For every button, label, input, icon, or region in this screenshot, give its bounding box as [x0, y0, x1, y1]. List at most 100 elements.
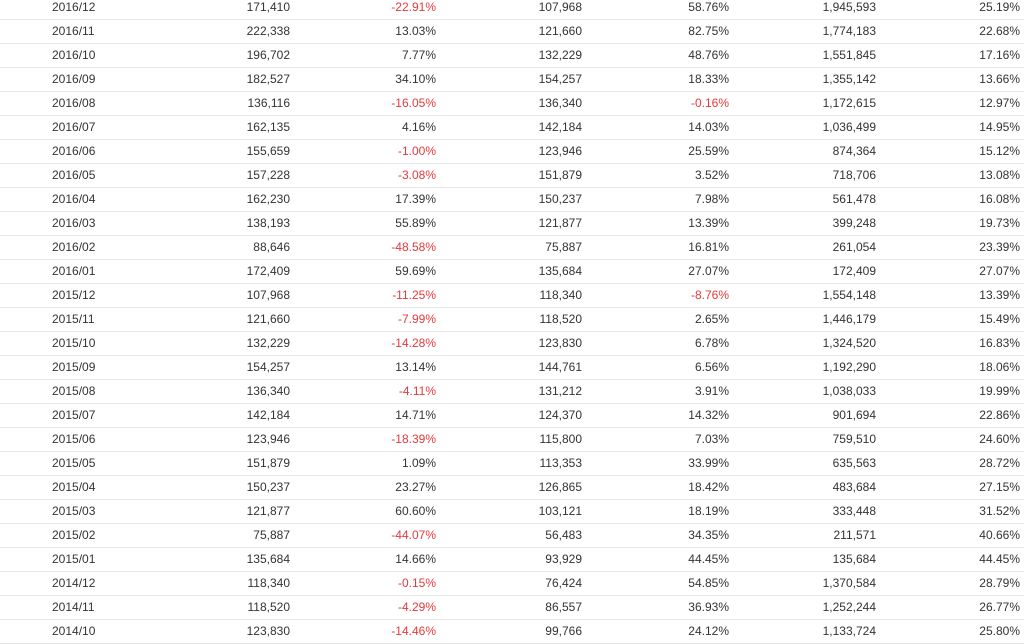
table-row: 2016/11 222,338 13.03% 121,660 82.75% 1,774,1… [0, 19, 1024, 44]
cumulative-value-cell: 1,554,148 [729, 283, 876, 308]
period-cell: 2015/07 [0, 403, 150, 428]
cumulative-change-cell: 15.49% [876, 307, 1024, 332]
yoy-change-cell: 2.65% [582, 307, 729, 332]
yoy-change-cell: 3.52% [582, 163, 729, 188]
table-row: 2015/05 151,879 1.09% 113,353 33.99% 635,563 2… [0, 451, 1024, 476]
cumulative-change-cell: 19.73% [876, 211, 1024, 236]
yoy-change-cell: 7.98% [582, 187, 729, 212]
yoy-change-cell: 44.45% [582, 547, 729, 572]
yoy-change-cell: -0.16% [582, 91, 729, 116]
cumulative-value-cell: 1,038,033 [729, 379, 876, 404]
table-row: 2015/11 121,660 -7.99% 118,520 2.65% 1,446,17… [0, 307, 1024, 332]
mom-change-cell: 23.27% [290, 475, 436, 500]
cumulative-change-cell: 13.66% [876, 67, 1024, 92]
cumulative-change-cell: 40.66% [876, 523, 1024, 548]
period-cell: 2016/06 [0, 139, 150, 164]
value-cell: 118,340 [150, 571, 290, 596]
cumulative-value-cell: 1,551,845 [729, 43, 876, 68]
cumulative-value-cell: 901,694 [729, 403, 876, 428]
yoy-change-cell: 82.75% [582, 19, 729, 44]
prior-value-cell: 93,929 [436, 547, 582, 572]
cumulative-value-cell: 1,446,179 [729, 307, 876, 332]
prior-value-cell: 86,557 [436, 595, 582, 620]
value-cell: 171,410 [150, 0, 290, 20]
table-row: 2015/04 150,237 23.27% 126,865 18.42% 483,684… [0, 475, 1024, 500]
prior-value-cell: 126,865 [436, 475, 582, 500]
table-row: 2015/03 121,877 60.60% 103,121 18.19% 333,448… [0, 499, 1024, 524]
value-cell: 142,184 [150, 403, 290, 428]
value-cell: 107,968 [150, 283, 290, 308]
period-cell: 2016/05 [0, 163, 150, 188]
cumulative-change-cell: 17.16% [876, 43, 1024, 68]
cumulative-change-cell: 24.60% [876, 427, 1024, 452]
yoy-change-cell: 54.85% [582, 571, 729, 596]
period-cell: 2015/08 [0, 379, 150, 404]
cumulative-value-cell: 635,563 [729, 451, 876, 476]
yoy-change-cell: 18.19% [582, 499, 729, 524]
yoy-change-cell: 16.81% [582, 235, 729, 260]
mom-change-cell: 14.71% [290, 403, 436, 428]
prior-value-cell: 56,483 [436, 523, 582, 548]
mom-change-cell: -18.39% [290, 427, 436, 452]
table-row: 2016/12 171,410 -22.91% 107,968 58.76% 1,945,… [0, 0, 1024, 20]
prior-value-cell: 142,184 [436, 115, 582, 140]
cumulative-change-cell: 28.79% [876, 571, 1024, 596]
table-row: 2016/09 182,527 34.10% 154,257 18.33% 1,355,1… [0, 67, 1024, 92]
table-row: 2016/04 162,230 17.39% 150,237 7.98% 561,478 1… [0, 187, 1024, 212]
cumulative-value-cell: 1,192,290 [729, 355, 876, 380]
cumulative-change-cell: 14.95% [876, 115, 1024, 140]
value-cell: 138,193 [150, 211, 290, 236]
period-cell: 2015/11 [0, 307, 150, 332]
prior-value-cell: 154,257 [436, 67, 582, 92]
table-row: 2016/10 196,702 7.77% 132,229 48.76% 1,551,84… [0, 43, 1024, 68]
cumulative-change-cell: 13.08% [876, 163, 1024, 188]
prior-value-cell: 131,212 [436, 379, 582, 404]
period-cell: 2016/10 [0, 43, 150, 68]
table-row: 2016/05 157,228 -3.08% 151,879 3.52% 718,706 1… [0, 163, 1024, 188]
value-cell: 88,646 [150, 235, 290, 260]
cumulative-change-cell: 27.07% [876, 259, 1024, 284]
mom-change-cell: -16.05% [290, 91, 436, 116]
yoy-change-cell: 14.03% [582, 115, 729, 140]
table-row: 2015/10 132,229 -14.28% 123,830 6.78% 1,324,5… [0, 331, 1024, 356]
mom-change-cell: 59.69% [290, 259, 436, 284]
period-cell: 2016/01 [0, 259, 150, 284]
mom-change-cell: -22.91% [290, 0, 436, 20]
yoy-change-cell: 14.32% [582, 403, 729, 428]
yoy-change-cell: 48.76% [582, 43, 729, 68]
table-row: 2015/06 123,946 -18.39% 115,800 7.03% 759,510… [0, 427, 1024, 452]
yoy-change-cell: 18.33% [582, 67, 729, 92]
cumulative-value-cell: 135,684 [729, 547, 876, 572]
value-cell: 118,520 [150, 595, 290, 620]
value-cell: 157,228 [150, 163, 290, 188]
period-cell: 2016/02 [0, 235, 150, 260]
period-cell: 2016/03 [0, 211, 150, 236]
cumulative-change-cell: 28.72% [876, 451, 1024, 476]
cumulative-change-cell: 16.08% [876, 187, 1024, 212]
table-row: 2016/07 162,135 4.16% 142,184 14.03% 1,036,49… [0, 115, 1024, 140]
cumulative-value-cell: 1,370,584 [729, 571, 876, 596]
period-cell: 2014/10 [0, 619, 150, 644]
mom-change-cell: 34.10% [290, 67, 436, 92]
period-cell: 2015/12 [0, 283, 150, 308]
period-cell: 2014/12 [0, 571, 150, 596]
value-cell: 154,257 [150, 355, 290, 380]
value-cell: 136,340 [150, 379, 290, 404]
mom-change-cell: 14.66% [290, 547, 436, 572]
cumulative-change-cell: 16.83% [876, 331, 1024, 356]
table-row: 2016/03 138,193 55.89% 121,877 13.39% 399,248… [0, 211, 1024, 236]
table-row: 2016/01 172,409 59.69% 135,684 27.07% 172,409… [0, 259, 1024, 284]
cumulative-change-cell: 26.77% [876, 595, 1024, 620]
mom-change-cell: -14.46% [290, 619, 436, 644]
value-cell: 121,660 [150, 307, 290, 332]
mom-change-cell: 60.60% [290, 499, 436, 524]
cumulative-change-cell: 25.80% [876, 619, 1024, 644]
cumulative-value-cell: 1,036,499 [729, 115, 876, 140]
cumulative-value-cell: 874,364 [729, 139, 876, 164]
cumulative-value-cell: 1,172,615 [729, 91, 876, 116]
period-cell: 2015/06 [0, 427, 150, 452]
prior-value-cell: 118,340 [436, 283, 582, 308]
prior-value-cell: 132,229 [436, 43, 582, 68]
prior-value-cell: 150,237 [436, 187, 582, 212]
